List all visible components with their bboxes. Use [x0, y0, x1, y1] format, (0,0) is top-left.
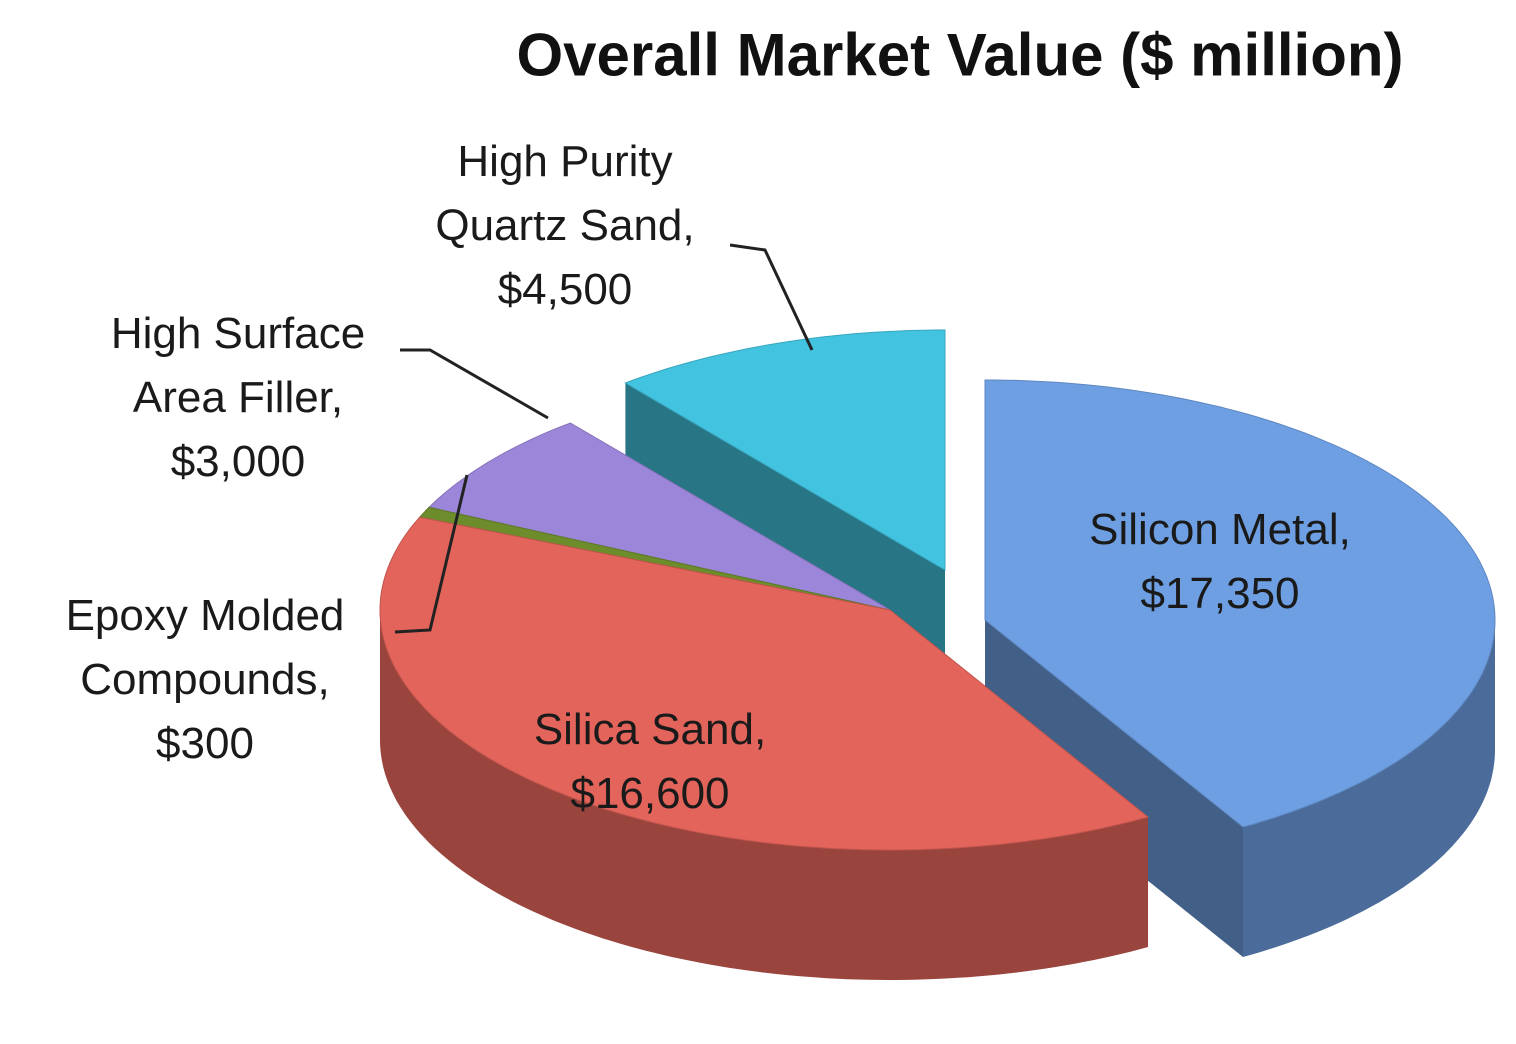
category-label: High Purity Quartz Sand, — [435, 137, 695, 250]
slice-side — [1243, 620, 1495, 957]
value-label: $3,000 — [170, 437, 306, 486]
slice-side — [985, 620, 1243, 957]
data-label: Silica Sand, $16,600 — [480, 698, 820, 826]
slice — [984, 379, 1496, 828]
data-label: High Purity Quartz Sand, $4,500 — [405, 130, 725, 322]
leader-line — [394, 474, 469, 634]
category-label: High Surface Area Filler, — [110, 309, 366, 422]
category-label: Silicon Metal, — [1089, 505, 1351, 554]
data-label: Silicon Metal, $17,350 — [1040, 498, 1400, 626]
chart-title: Overall Market Value ($ million) — [516, 21, 1404, 89]
slice — [379, 516, 1150, 851]
data-label: High Surface Area Filler, $3,000 — [78, 302, 398, 494]
pie — [379, 329, 1496, 980]
slice — [427, 422, 891, 611]
category-label: Silica Sand, — [533, 705, 767, 754]
slice — [624, 329, 946, 571]
data-label: Epoxy Molded Compounds, $300 — [25, 584, 385, 776]
value-label: $4,500 — [497, 265, 633, 314]
value-label: $16,600 — [570, 769, 730, 818]
leader-line — [400, 348, 549, 420]
value-label: $300 — [156, 719, 254, 768]
category-label: Epoxy Molded Compounds, — [65, 591, 345, 704]
value-label: $17,350 — [1140, 569, 1300, 618]
leader-line — [729, 243, 814, 351]
slice-side — [380, 610, 1148, 980]
